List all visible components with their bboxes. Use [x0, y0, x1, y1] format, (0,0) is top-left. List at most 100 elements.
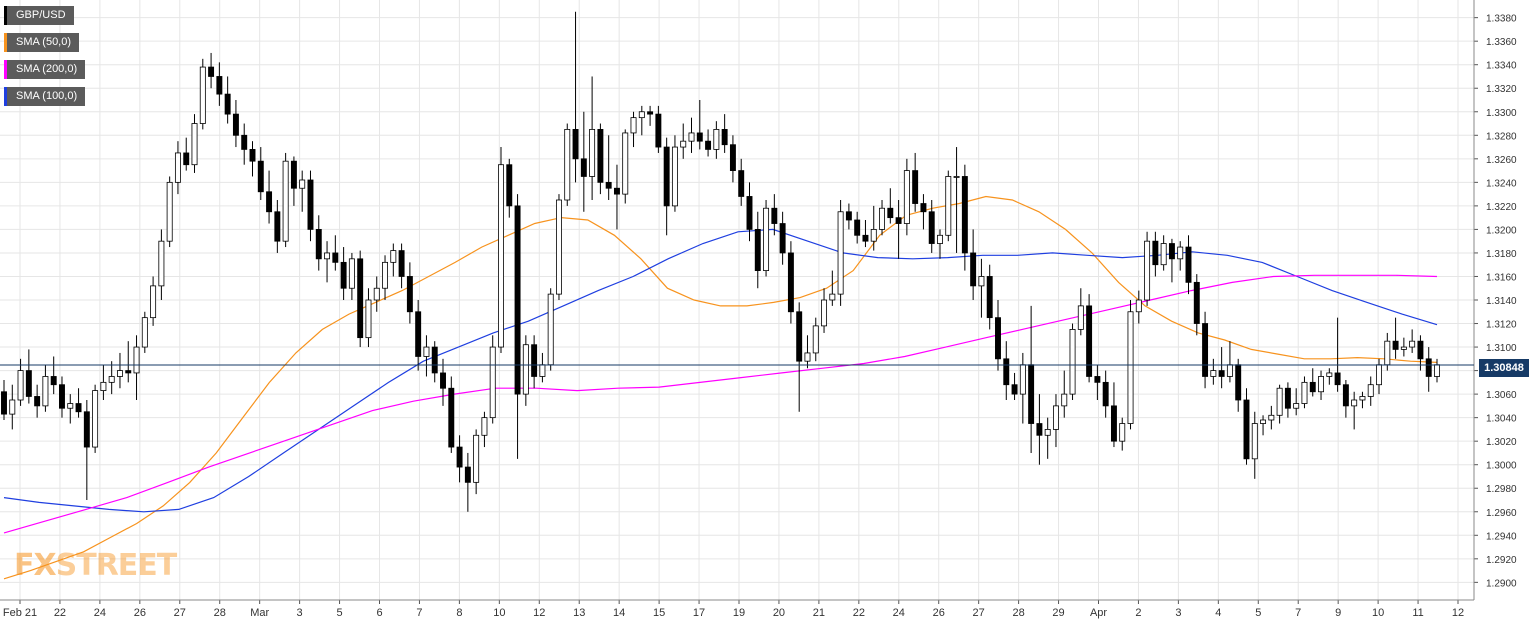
y-tick-label: 1.3060 — [1486, 390, 1517, 401]
candle — [100, 364, 107, 400]
y-tick-label: 1.3200 — [1486, 225, 1517, 236]
candle-body — [108, 376, 115, 383]
candle-body — [1235, 364, 1242, 401]
candle-body — [282, 160, 289, 242]
candle — [829, 270, 836, 306]
x-tick-label: 26 — [134, 607, 146, 619]
candle — [1235, 358, 1242, 412]
x-tick-label: 19 — [733, 607, 745, 619]
candle-body — [1202, 323, 1209, 377]
x-tick-label: 12 — [533, 607, 545, 619]
legend-symbol: GBP/USD — [4, 6, 74, 25]
candle — [763, 200, 770, 277]
candle-body — [1011, 384, 1018, 395]
candle-body — [622, 132, 629, 195]
candle — [1301, 376, 1308, 409]
y-tick-label: 1.3220 — [1486, 202, 1517, 213]
candle-body — [696, 132, 703, 142]
candle — [1144, 231, 1151, 306]
candle-body — [307, 179, 314, 230]
candle-body — [216, 76, 223, 95]
candle — [1053, 394, 1059, 448]
candle — [50, 356, 57, 395]
y-tick-label: 1.3040 — [1486, 414, 1517, 425]
x-tick-label: 9 — [1335, 607, 1341, 619]
candle-body — [1268, 414, 1275, 421]
candle-body — [1168, 243, 1175, 260]
candle-body — [1144, 240, 1151, 301]
candle — [812, 317, 819, 362]
candle-body — [613, 187, 620, 195]
candle — [216, 62, 223, 106]
candle — [1392, 317, 1399, 359]
candle — [423, 335, 430, 377]
candle — [1044, 417, 1051, 459]
candle-body — [787, 252, 794, 313]
candle-body — [961, 176, 968, 254]
candle-body — [1152, 240, 1159, 266]
fxstreet-logo: FXSTREET — [14, 548, 177, 583]
candle — [150, 276, 157, 326]
candle — [862, 220, 869, 248]
candle — [415, 300, 422, 371]
x-tick-label: 5 — [1255, 607, 1261, 619]
candle-body — [564, 129, 571, 201]
candle — [887, 188, 894, 224]
candle-body — [489, 346, 496, 419]
candle-body — [995, 317, 1001, 360]
candle-body — [812, 325, 819, 354]
candle-body — [1309, 381, 1316, 393]
candle-body — [382, 261, 388, 289]
candle-body — [1177, 246, 1184, 260]
candle-body — [473, 434, 480, 483]
candle — [937, 229, 943, 259]
candle-body — [531, 344, 538, 377]
candle-body — [721, 129, 728, 146]
candle — [398, 243, 405, 289]
candle-body — [100, 381, 107, 391]
candle-body — [249, 149, 256, 162]
candle — [837, 200, 844, 306]
candle — [787, 241, 794, 324]
candle-body — [1028, 364, 1035, 424]
candle — [771, 194, 778, 236]
candle-body — [332, 252, 339, 263]
candle — [688, 117, 695, 153]
candle — [721, 114, 728, 153]
candle-body — [340, 261, 347, 289]
candle-body — [903, 170, 910, 224]
candle — [522, 335, 529, 406]
candle — [713, 121, 720, 159]
candle-body — [166, 181, 173, 242]
candle-body — [1044, 429, 1051, 436]
candle — [1276, 384, 1283, 424]
candle — [34, 384, 41, 418]
candle-body — [970, 252, 977, 287]
candle-body — [589, 129, 596, 177]
candle — [1069, 323, 1076, 400]
y-tick-label: 1.3020 — [1486, 437, 1517, 448]
candle — [324, 241, 331, 283]
candle-body — [821, 299, 828, 327]
x-tick-label: Feb 21 — [3, 607, 37, 619]
candle-body — [1400, 346, 1407, 350]
candle — [655, 105, 662, 153]
candle — [928, 200, 935, 253]
candle-body — [1218, 370, 1225, 377]
candle-body — [440, 372, 446, 389]
candle-body — [1110, 405, 1117, 442]
candle-body — [191, 123, 198, 166]
y-tick-label: 1.2960 — [1486, 508, 1517, 519]
candle-body — [1119, 423, 1126, 442]
candle — [945, 170, 952, 242]
candle-body — [1293, 403, 1300, 409]
candle — [605, 135, 612, 200]
candle-body — [920, 203, 927, 213]
x-tick-label: 27 — [973, 607, 985, 619]
candle — [1293, 388, 1300, 416]
x-tick-label: 21 — [813, 607, 825, 619]
candle-body — [912, 170, 919, 204]
candle — [133, 335, 140, 400]
x-tick-label: 3 — [1175, 607, 1181, 619]
candle-body — [141, 317, 148, 348]
